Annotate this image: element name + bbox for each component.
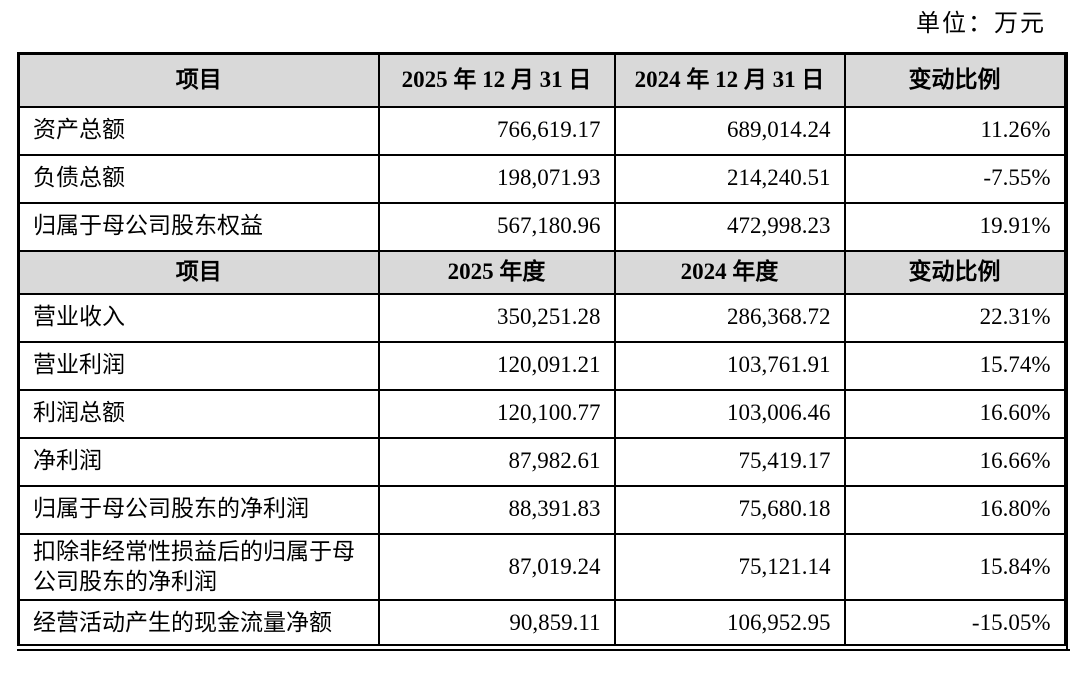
value-2024-cell: 214,240.51 xyxy=(613,153,846,204)
item-cell: 利润总额 xyxy=(17,388,380,439)
table-header-row-income: 项目 2025 年度 2024 年度 变动比例 xyxy=(17,249,1066,295)
item-cell: 净利润 xyxy=(17,436,380,487)
value-2025-cell: 766,619.17 xyxy=(377,105,616,156)
item-cell: 归属于母公司股东的净利润 xyxy=(17,484,380,535)
change-cell: -15.05% xyxy=(843,599,1066,647)
value-2025-cell: 198,071.93 xyxy=(377,153,616,204)
value-2024-cell: 75,121.14 xyxy=(613,532,846,602)
item-cell: 营业利润 xyxy=(17,340,380,391)
header-year-2024: 2024 年度 xyxy=(613,249,846,295)
table-row-total-liabilities: 负债总额 198,071.93 214,240.51 -7.55% xyxy=(17,153,1066,204)
item-cell: 扣除非经常性损益后的归属于母公司股东的净利润 xyxy=(17,532,380,602)
table-row-deducted-net-profit: 扣除非经常性损益后的归属于母公司股东的净利润 87,019.24 75,121.… xyxy=(17,532,1066,602)
value-2024-cell: 75,680.18 xyxy=(613,484,846,535)
table-row-parent-equity: 归属于母公司股东权益 567,180.96 472,998.23 19.91% xyxy=(17,201,1066,252)
table-row-parent-net-profit: 归属于母公司股东的净利润 88,391.83 75,680.18 16.80% xyxy=(17,484,1066,535)
unit-label: 单位：万元 xyxy=(916,11,1046,37)
header-change-ratio: 变动比例 xyxy=(843,52,1066,108)
item-cell: 经营活动产生的现金流量净额 xyxy=(17,599,380,647)
table-row-total-profit: 利润总额 120,100.77 103,006.46 16.60% xyxy=(17,388,1066,439)
table-row-operating-cash-flow: 经营活动产生的现金流量净额 90,859.11 106,952.95 -15.0… xyxy=(17,599,1066,647)
table-row-operating-revenue: 营业收入 350,251.28 286,368.72 22.31% xyxy=(17,292,1066,343)
financial-summary-table: 项目 2025 年 12 月 31 日 2024 年 12 月 31 日 变动比… xyxy=(17,52,1070,652)
value-2024-cell: 103,006.46 xyxy=(613,388,846,439)
value-2025-cell: 120,091.21 xyxy=(377,340,616,391)
change-cell: 15.74% xyxy=(843,340,1066,391)
value-2025-cell: 90,859.11 xyxy=(377,599,616,647)
financial-table: 项目 2025 年 12 月 31 日 2024 年 12 月 31 日 变动比… xyxy=(17,52,1066,647)
header-date-2025: 2025 年 12 月 31 日 xyxy=(377,52,616,108)
table-row-operating-profit: 营业利润 120,091.21 103,761.91 15.74% xyxy=(17,340,1066,391)
value-2025-cell: 87,019.24 xyxy=(377,532,616,602)
value-2024-cell: 103,761.91 xyxy=(613,340,846,391)
value-2024-cell: 286,368.72 xyxy=(613,292,846,343)
table-outer-border-right xyxy=(1066,52,1068,652)
header-change-ratio: 变动比例 xyxy=(843,249,1066,295)
change-cell: -7.55% xyxy=(843,153,1066,204)
change-cell: 16.66% xyxy=(843,436,1066,487)
change-cell: 11.26% xyxy=(843,105,1066,156)
value-2025-cell: 87,982.61 xyxy=(377,436,616,487)
item-cell: 负债总额 xyxy=(17,153,380,204)
value-2025-cell: 567,180.96 xyxy=(377,201,616,252)
table-outer-border-bottom xyxy=(17,649,1070,652)
header-item: 项目 xyxy=(17,52,380,108)
value-2025-cell: 350,251.28 xyxy=(377,292,616,343)
value-2025-cell: 120,100.77 xyxy=(377,388,616,439)
change-cell: 16.80% xyxy=(843,484,1066,535)
item-cell: 营业收入 xyxy=(17,292,380,343)
change-cell: 16.60% xyxy=(843,388,1066,439)
value-2024-cell: 106,952.95 xyxy=(613,599,846,647)
value-2024-cell: 472,998.23 xyxy=(613,201,846,252)
value-2025-cell: 88,391.83 xyxy=(377,484,616,535)
change-cell: 19.91% xyxy=(843,201,1066,252)
header-year-2025: 2025 年度 xyxy=(377,249,616,295)
header-date-2024: 2024 年 12 月 31 日 xyxy=(613,52,846,108)
item-cell: 资产总额 xyxy=(17,105,380,156)
value-2024-cell: 75,419.17 xyxy=(613,436,846,487)
change-cell: 22.31% xyxy=(843,292,1066,343)
item-cell: 归属于母公司股东权益 xyxy=(17,201,380,252)
table-row-total-assets: 资产总额 766,619.17 689,014.24 11.26% xyxy=(17,105,1066,156)
header-item: 项目 xyxy=(17,249,380,295)
change-cell: 15.84% xyxy=(843,532,1066,602)
table-header-row-balance: 项目 2025 年 12 月 31 日 2024 年 12 月 31 日 变动比… xyxy=(17,52,1066,108)
table-row-net-profit: 净利润 87,982.61 75,419.17 16.66% xyxy=(17,436,1066,487)
value-2024-cell: 689,014.24 xyxy=(613,105,846,156)
